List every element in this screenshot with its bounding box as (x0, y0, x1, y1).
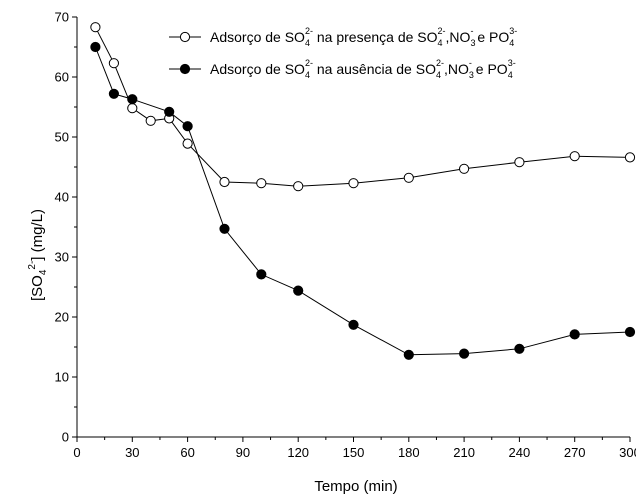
legend-1-sup3: - (470, 26, 473, 36)
series-2 (90, 41, 636, 360)
y-axis-title-sub: 4 (38, 269, 49, 275)
y-tick-label: 50 (55, 130, 69, 145)
legend-1-sub2: 4 (438, 38, 443, 48)
series-2-point (164, 106, 175, 117)
series-2-point (569, 329, 580, 340)
series-2-point (403, 349, 414, 360)
y-axis-title-open: [SO (29, 275, 46, 301)
series-1-point (127, 103, 138, 114)
y-axis-title-sup: 2- (27, 261, 38, 270)
y-tick-label: 30 (55, 250, 69, 265)
series-2-point (256, 269, 267, 280)
x-tick-label: 270 (564, 445, 586, 460)
legend-1-sub4: 4 (509, 38, 514, 48)
legend-1-a2: o de SO (254, 29, 305, 45)
y-tick-label: 10 (55, 370, 69, 385)
series-1-point (624, 152, 636, 163)
x-tick-label: 180 (398, 445, 420, 460)
x-tick-label: 210 (453, 445, 475, 460)
legend-2-d: e PO (472, 61, 508, 77)
legend-entry-2: Adsorço de SO42- na ausência de SO42-,NO… (169, 58, 516, 80)
legend-2-sub1: 4 (305, 70, 310, 80)
y-tick-label: 60 (55, 70, 69, 85)
series-2-point (182, 121, 193, 132)
series-1-point (293, 181, 304, 192)
y-axis-title-close: ] (mg/L) (29, 209, 46, 261)
y-tick-label: 70 (55, 10, 69, 25)
legend-1-sup1: 2- (305, 26, 313, 36)
y-tick-label: 0 (62, 430, 69, 445)
legend-2-sup3: - (469, 58, 472, 68)
legend-2-sup2: 2- (436, 58, 444, 68)
series-1-point (90, 22, 101, 33)
legend-1-a: Adsorç (210, 29, 254, 45)
x-tick-label: 90 (236, 445, 250, 460)
series-1-point (145, 115, 156, 126)
x-axis-title: Tempo (min) (314, 478, 397, 495)
legend-2-b: na ausência de SO (313, 61, 436, 77)
legend-2-a2: o de SO (254, 61, 305, 77)
legend-1-b: na presença de SO (313, 29, 438, 45)
x-tick-label: 150 (343, 445, 365, 460)
legend-2-sub2: 4 (436, 70, 441, 80)
series-1-point (348, 178, 359, 189)
legend-2-sub4: 4 (508, 70, 513, 80)
x-tick-label: 30 (125, 445, 139, 460)
x-tick-label: 60 (180, 445, 194, 460)
series-2-point (624, 326, 636, 338)
series-2-point (293, 285, 304, 296)
series-1-point (514, 157, 525, 168)
series-2-point (459, 348, 470, 359)
legend-1-sub3: 3 (470, 38, 475, 48)
legend: Adsorço de SO42- na presença de SO42-,NO… (169, 26, 517, 80)
x-tick-label: 120 (287, 445, 309, 460)
legend-marker-open-circle (179, 31, 191, 43)
x-tick-label: 0 (73, 445, 80, 460)
series-1-point (403, 172, 414, 183)
legend-label-1: Adsorço de SO42- na presença de SO42-,NO… (210, 26, 517, 48)
legend-2-sup4: 3- (508, 58, 516, 68)
series-1-point (219, 176, 230, 188)
legend-2-c: ,NO (444, 61, 469, 77)
legend-1-c: ,NO (446, 29, 471, 45)
legend-2-a: Adsorç (210, 61, 254, 77)
legend-1-sup4: 3- (509, 26, 517, 36)
series-1-point (569, 151, 580, 162)
series-1-point (108, 58, 120, 69)
legend-2-sub3: 3 (469, 70, 474, 80)
legend-marker-filled-circle (179, 63, 191, 75)
series-2-point (514, 343, 525, 354)
axes: 0 30 60 90 120 150 180 210 240 270 300 0 10 20 30 40 50 6… (55, 10, 636, 461)
series-layer (90, 22, 636, 360)
legend-1-d: e PO (473, 29, 509, 45)
legend-entry-1: Adsorço de SO42- na presença de SO42-,NO… (169, 26, 517, 48)
y-axis-title: [SO42-] (mg/L) (27, 209, 49, 301)
series-2-point (219, 223, 230, 234)
series-2-point (90, 41, 101, 53)
series-1-point (256, 178, 267, 189)
series-2-point (108, 88, 120, 99)
x-tick-label: 300 (619, 445, 636, 460)
legend-1-sub1: 4 (305, 38, 310, 48)
legend-label-2: Adsorço de SO42- na ausência de SO42-,NO… (210, 58, 516, 80)
series-2-point (127, 94, 138, 105)
y-tick-label: 40 (55, 190, 69, 205)
y-tick-label: 20 (55, 310, 69, 325)
legend-2-sup1: 2- (305, 58, 313, 68)
x-tick-label: 240 (509, 445, 531, 460)
series-1-point (182, 138, 193, 149)
series-1-point (459, 163, 470, 174)
series-2-line (94, 46, 631, 356)
legend-1-sup2: 2- (438, 26, 446, 36)
series-2-point (348, 319, 359, 330)
